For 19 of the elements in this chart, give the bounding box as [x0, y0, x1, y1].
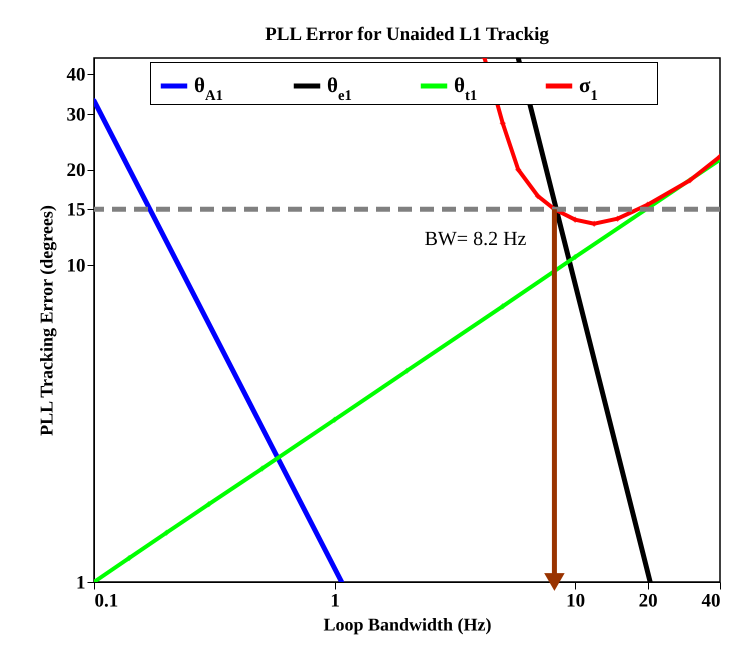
legend-label: θ$_{t1}$ — [454, 73, 478, 104]
y-axis-title: PLL Tracking Error (degrees) — [36, 205, 56, 436]
chart-title: PLL Error for Unaided L1 Trackig — [265, 24, 550, 45]
y-tick-label: 1 — [76, 572, 86, 594]
y-tick-label: 15 — [66, 200, 86, 221]
y-tick-label: 10 — [66, 256, 86, 277]
x-tick-label: 1 — [330, 590, 340, 612]
y-tick-label: 40 — [66, 64, 86, 86]
x-tick-label: 20 — [638, 590, 658, 612]
x-tick-label: 10 — [566, 590, 586, 612]
legend-label: θ$_{e1}$ — [327, 73, 352, 104]
x-tick-label: 0.1 — [94, 590, 118, 612]
x-tick-label: 40 — [702, 590, 720, 612]
y-tick-label: 30 — [66, 104, 86, 126]
legend-label: θ$_{A1}$ — [194, 73, 223, 104]
x-axis-title: Loop Bandwidth (Hz) — [323, 614, 492, 634]
legend-label: σ$_{1}$ — [579, 73, 598, 104]
y-tick-label: 20 — [66, 160, 86, 182]
ref-line-label: BW= 8.2 Hz — [424, 228, 527, 250]
